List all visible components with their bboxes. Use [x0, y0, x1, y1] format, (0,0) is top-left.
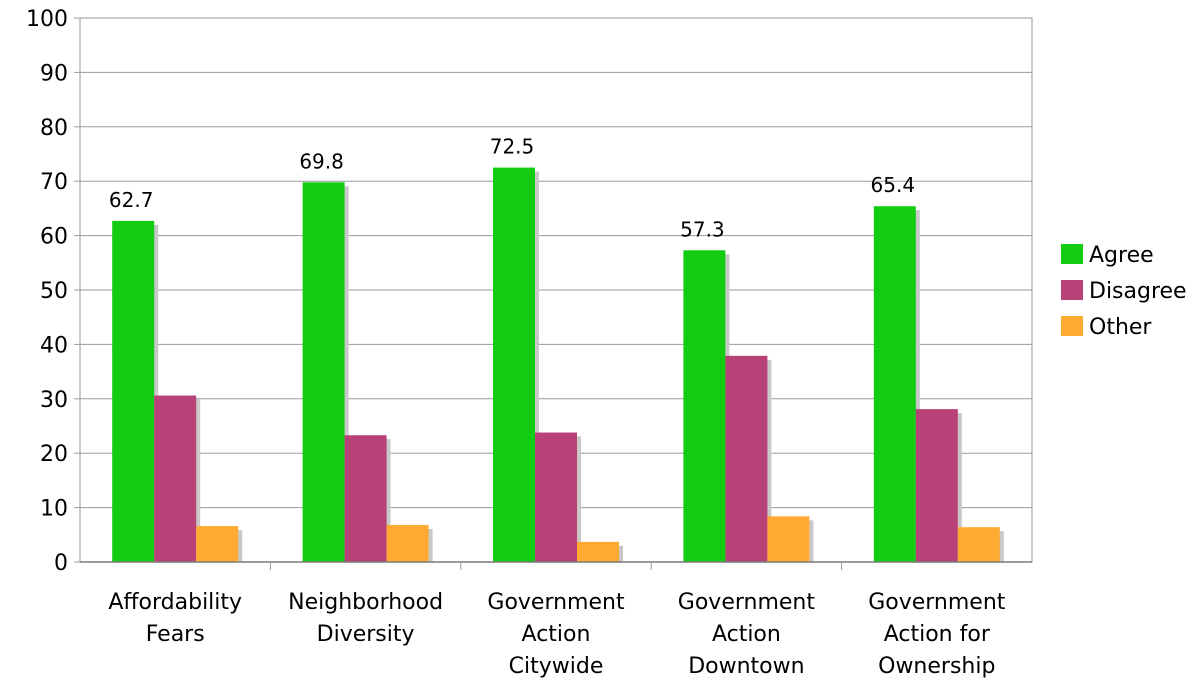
bar-other	[196, 526, 239, 562]
y-tick-label: 20	[40, 442, 68, 467]
x-tick-label: Ownership	[878, 654, 995, 679]
x-tick-label: Action	[522, 622, 591, 647]
legend: Agree Disagree Other	[1061, 243, 1187, 340]
y-tick-label: 80	[40, 116, 68, 141]
bars	[112, 167, 1004, 563]
x-tick-label: Government	[678, 590, 816, 615]
legend-label-other: Other	[1089, 315, 1152, 340]
bar-agree	[683, 250, 726, 562]
y-tick-label: 50	[40, 279, 68, 304]
y-tick-label: 0	[54, 551, 68, 576]
y-axis: 0 10 20 30 40 50 60 70 80 90 100	[26, 7, 80, 576]
legend-label-disagree: Disagree	[1089, 279, 1187, 304]
legend-label-agree: Agree	[1089, 243, 1154, 268]
bar-other	[386, 525, 429, 562]
x-tick-label: Action	[712, 622, 781, 647]
legend-swatch-other	[1061, 316, 1083, 336]
bar-agree	[873, 206, 916, 562]
legend-swatch-agree	[1061, 244, 1083, 264]
x-tick-label: Affordability	[108, 590, 242, 615]
y-tick-label: 100	[26, 7, 68, 32]
y-tick-label: 10	[40, 497, 68, 522]
data-label: 62.7	[109, 188, 154, 212]
y-tick-label: 30	[40, 388, 68, 413]
bar-disagree	[535, 432, 577, 562]
data-labels: 62.7 69.8 72.5 57.3 65.4	[109, 135, 915, 242]
bar-agree	[302, 182, 345, 562]
bar-other	[767, 516, 810, 562]
y-tick-label: 90	[40, 61, 68, 86]
x-axis: Affordability Fears Neighborhood Diversity G…	[80, 561, 1032, 679]
bar-agree	[112, 220, 155, 563]
bar-other	[577, 541, 619, 562]
x-tick-label: Government	[487, 590, 625, 615]
x-tick-label: Diversity	[317, 622, 415, 647]
bar-disagree	[915, 409, 958, 562]
x-tick-label: Government	[868, 590, 1006, 615]
x-tick-label: Fears	[146, 622, 205, 647]
x-tick-label: Neighborhood	[288, 590, 443, 615]
bar-other	[957, 527, 1000, 562]
bar-agree	[493, 167, 535, 562]
x-tick-label: Action for	[884, 622, 991, 647]
bar-disagree	[154, 395, 197, 562]
x-tick-label: Citywide	[509, 654, 604, 679]
data-label: 69.8	[299, 149, 344, 173]
data-label: 65.4	[871, 173, 916, 197]
y-tick-label: 60	[40, 225, 68, 250]
bar-disagree	[725, 355, 768, 562]
bar-disagree	[344, 435, 387, 562]
y-tick-label: 40	[40, 333, 68, 358]
y-tick-label: 70	[40, 170, 68, 195]
data-label: 57.3	[680, 217, 725, 241]
x-tick-label: Downtown	[688, 654, 804, 679]
legend-swatch-disagree	[1061, 280, 1083, 300]
data-label: 72.5	[490, 135, 535, 159]
